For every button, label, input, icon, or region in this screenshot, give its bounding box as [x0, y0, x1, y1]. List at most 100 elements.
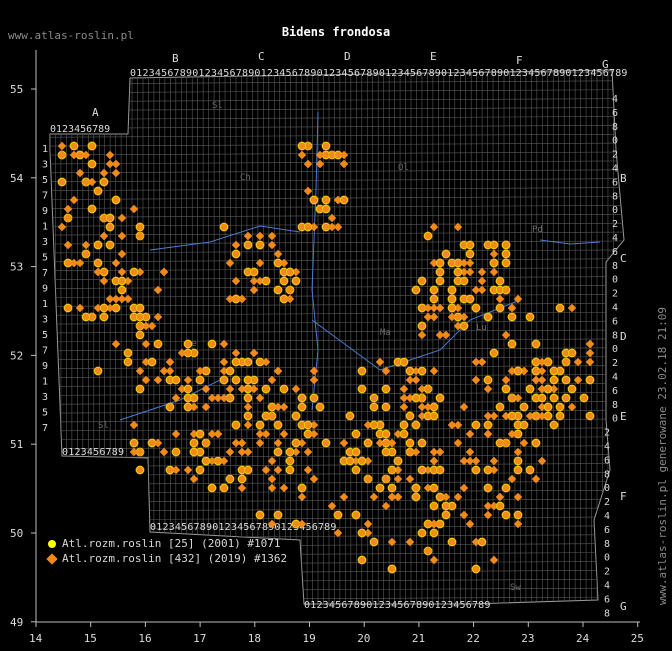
- occurrence-marker-new: [436, 277, 444, 285]
- occurrence-marker-new: [94, 241, 102, 249]
- region-label: Lu: [476, 323, 487, 333]
- occurrence-marker-new: [106, 241, 114, 249]
- x-tick-label: 22: [467, 632, 480, 645]
- occurrence-marker-new: [358, 385, 366, 393]
- occurrence-marker-new: [201, 402, 211, 412]
- grid-digit-right: 2: [604, 567, 610, 578]
- occurrence-marker-new: [489, 411, 499, 421]
- x-tick-label: 15: [84, 632, 97, 645]
- occurrence-marker-new: [400, 358, 408, 366]
- occurrence-marker-new: [478, 538, 486, 546]
- occurrence-marker-new: [322, 439, 330, 447]
- river-line: [539, 239, 601, 245]
- occurrence-marker-new: [280, 385, 288, 393]
- occurrence-marker-new: [544, 412, 552, 420]
- occurrence-marker-new: [496, 403, 504, 411]
- occurrence-marker-new: [190, 439, 198, 447]
- occurrence-marker-new: [184, 394, 192, 402]
- occurrence-marker-new: [189, 474, 199, 484]
- occurrence-marker-new: [495, 294, 505, 304]
- occurrence-marker-new: [243, 447, 253, 457]
- occurrence-marker-new: [123, 294, 133, 304]
- occurrence-marker-new: [172, 376, 180, 384]
- occurrence-marker-new: [472, 565, 480, 573]
- occurrence-marker-new: [256, 421, 264, 429]
- occurrence-marker-new: [124, 358, 132, 366]
- occurrence-marker-new: [219, 456, 229, 466]
- occurrence-marker-new: [490, 259, 498, 267]
- diamond-icon: [46, 552, 58, 565]
- grid-letter-right: E: [620, 410, 627, 423]
- occurrence-marker-new: [346, 412, 354, 420]
- occurrence-marker-new: [153, 375, 163, 385]
- occurrence-marker-new: [412, 394, 420, 402]
- grid-digit-right: 6: [604, 594, 610, 605]
- grid-line: [50, 409, 624, 414]
- occurrence-marker-new: [129, 447, 139, 457]
- occurrence-marker-new: [562, 349, 570, 357]
- occurrence-marker-new: [184, 403, 192, 411]
- occurrence-marker-new: [586, 376, 594, 384]
- occurrence-marker-new: [261, 429, 271, 439]
- occurrence-marker-new: [304, 223, 312, 231]
- occurrence-marker-new: [100, 304, 108, 312]
- occurrence-marker-new: [243, 231, 253, 241]
- occurrence-marker-new: [304, 421, 312, 429]
- occurrence-marker-new: [387, 492, 397, 502]
- y-tick-label: 49: [10, 616, 23, 629]
- x-tick-label: 17: [193, 632, 206, 645]
- occurrence-marker-new: [75, 303, 85, 313]
- occurrence-marker-new: [249, 384, 259, 394]
- occurrence-marker-new: [262, 385, 270, 393]
- grid-digit-right: 4: [612, 94, 618, 105]
- occurrence-marker-new: [244, 358, 252, 366]
- occurrence-marker-new: [496, 304, 504, 312]
- occurrence-marker-new: [207, 393, 217, 403]
- occurrence-marker-new: [531, 375, 541, 385]
- occurrence-marker-new: [532, 439, 540, 447]
- occurrence-marker-new: [460, 322, 468, 330]
- occurrence-marker-new: [57, 222, 67, 232]
- occurrence-marker-new: [435, 447, 445, 457]
- occurrence-marker-new: [159, 267, 169, 277]
- occurrence-marker-new: [105, 150, 115, 160]
- region-label: Ma: [380, 328, 391, 338]
- occurrence-marker-new: [544, 403, 552, 411]
- occurrence-marker-new: [556, 412, 564, 420]
- occurrence-marker-new: [327, 501, 337, 511]
- occurrence-marker-new: [411, 375, 421, 385]
- occurrence-marker-new: [429, 447, 439, 457]
- occurrence-marker-new: [514, 367, 522, 375]
- occurrence-marker-new: [550, 394, 558, 402]
- page-title: Bidens frondosa: [281, 25, 391, 39]
- occurrence-marker-new: [297, 519, 307, 529]
- occurrence-marker-new: [531, 474, 541, 484]
- occurrence-marker-new: [267, 240, 277, 250]
- occurrence-marker-new: [513, 447, 523, 457]
- grid-line: [50, 302, 624, 307]
- occurrence-marker-new: [213, 429, 223, 439]
- occurrence-marker-new: [309, 429, 319, 439]
- occurrence-marker-new: [502, 259, 510, 267]
- occurrence-marker-new: [382, 448, 390, 456]
- occurrence-marker-new: [237, 483, 247, 493]
- grid-letter-right: D: [620, 330, 627, 343]
- occurrence-marker-new: [286, 457, 294, 465]
- occurrence-marker-new: [88, 142, 96, 150]
- grid-digit-right: 4: [604, 442, 610, 453]
- grid-digit-right: 8: [612, 261, 618, 272]
- occurrence-marker-new: [490, 286, 498, 294]
- occurrence-marker-new: [513, 492, 523, 502]
- grid-digit-left: 7: [42, 191, 48, 202]
- occurrence-marker-new: [459, 258, 469, 268]
- occurrence-marker-new: [436, 520, 444, 528]
- grid-letter-top: A: [92, 106, 99, 119]
- occurrence-marker-new: [430, 502, 438, 510]
- occurrence-marker-new: [423, 303, 433, 313]
- occurrence-marker-new: [117, 249, 127, 259]
- occurrence-marker-new: [454, 313, 462, 321]
- occurrence-marker-new: [130, 313, 138, 321]
- occurrence-marker-new: [508, 340, 516, 348]
- grid-line: [50, 294, 624, 298]
- occurrence-marker-new: [418, 529, 426, 537]
